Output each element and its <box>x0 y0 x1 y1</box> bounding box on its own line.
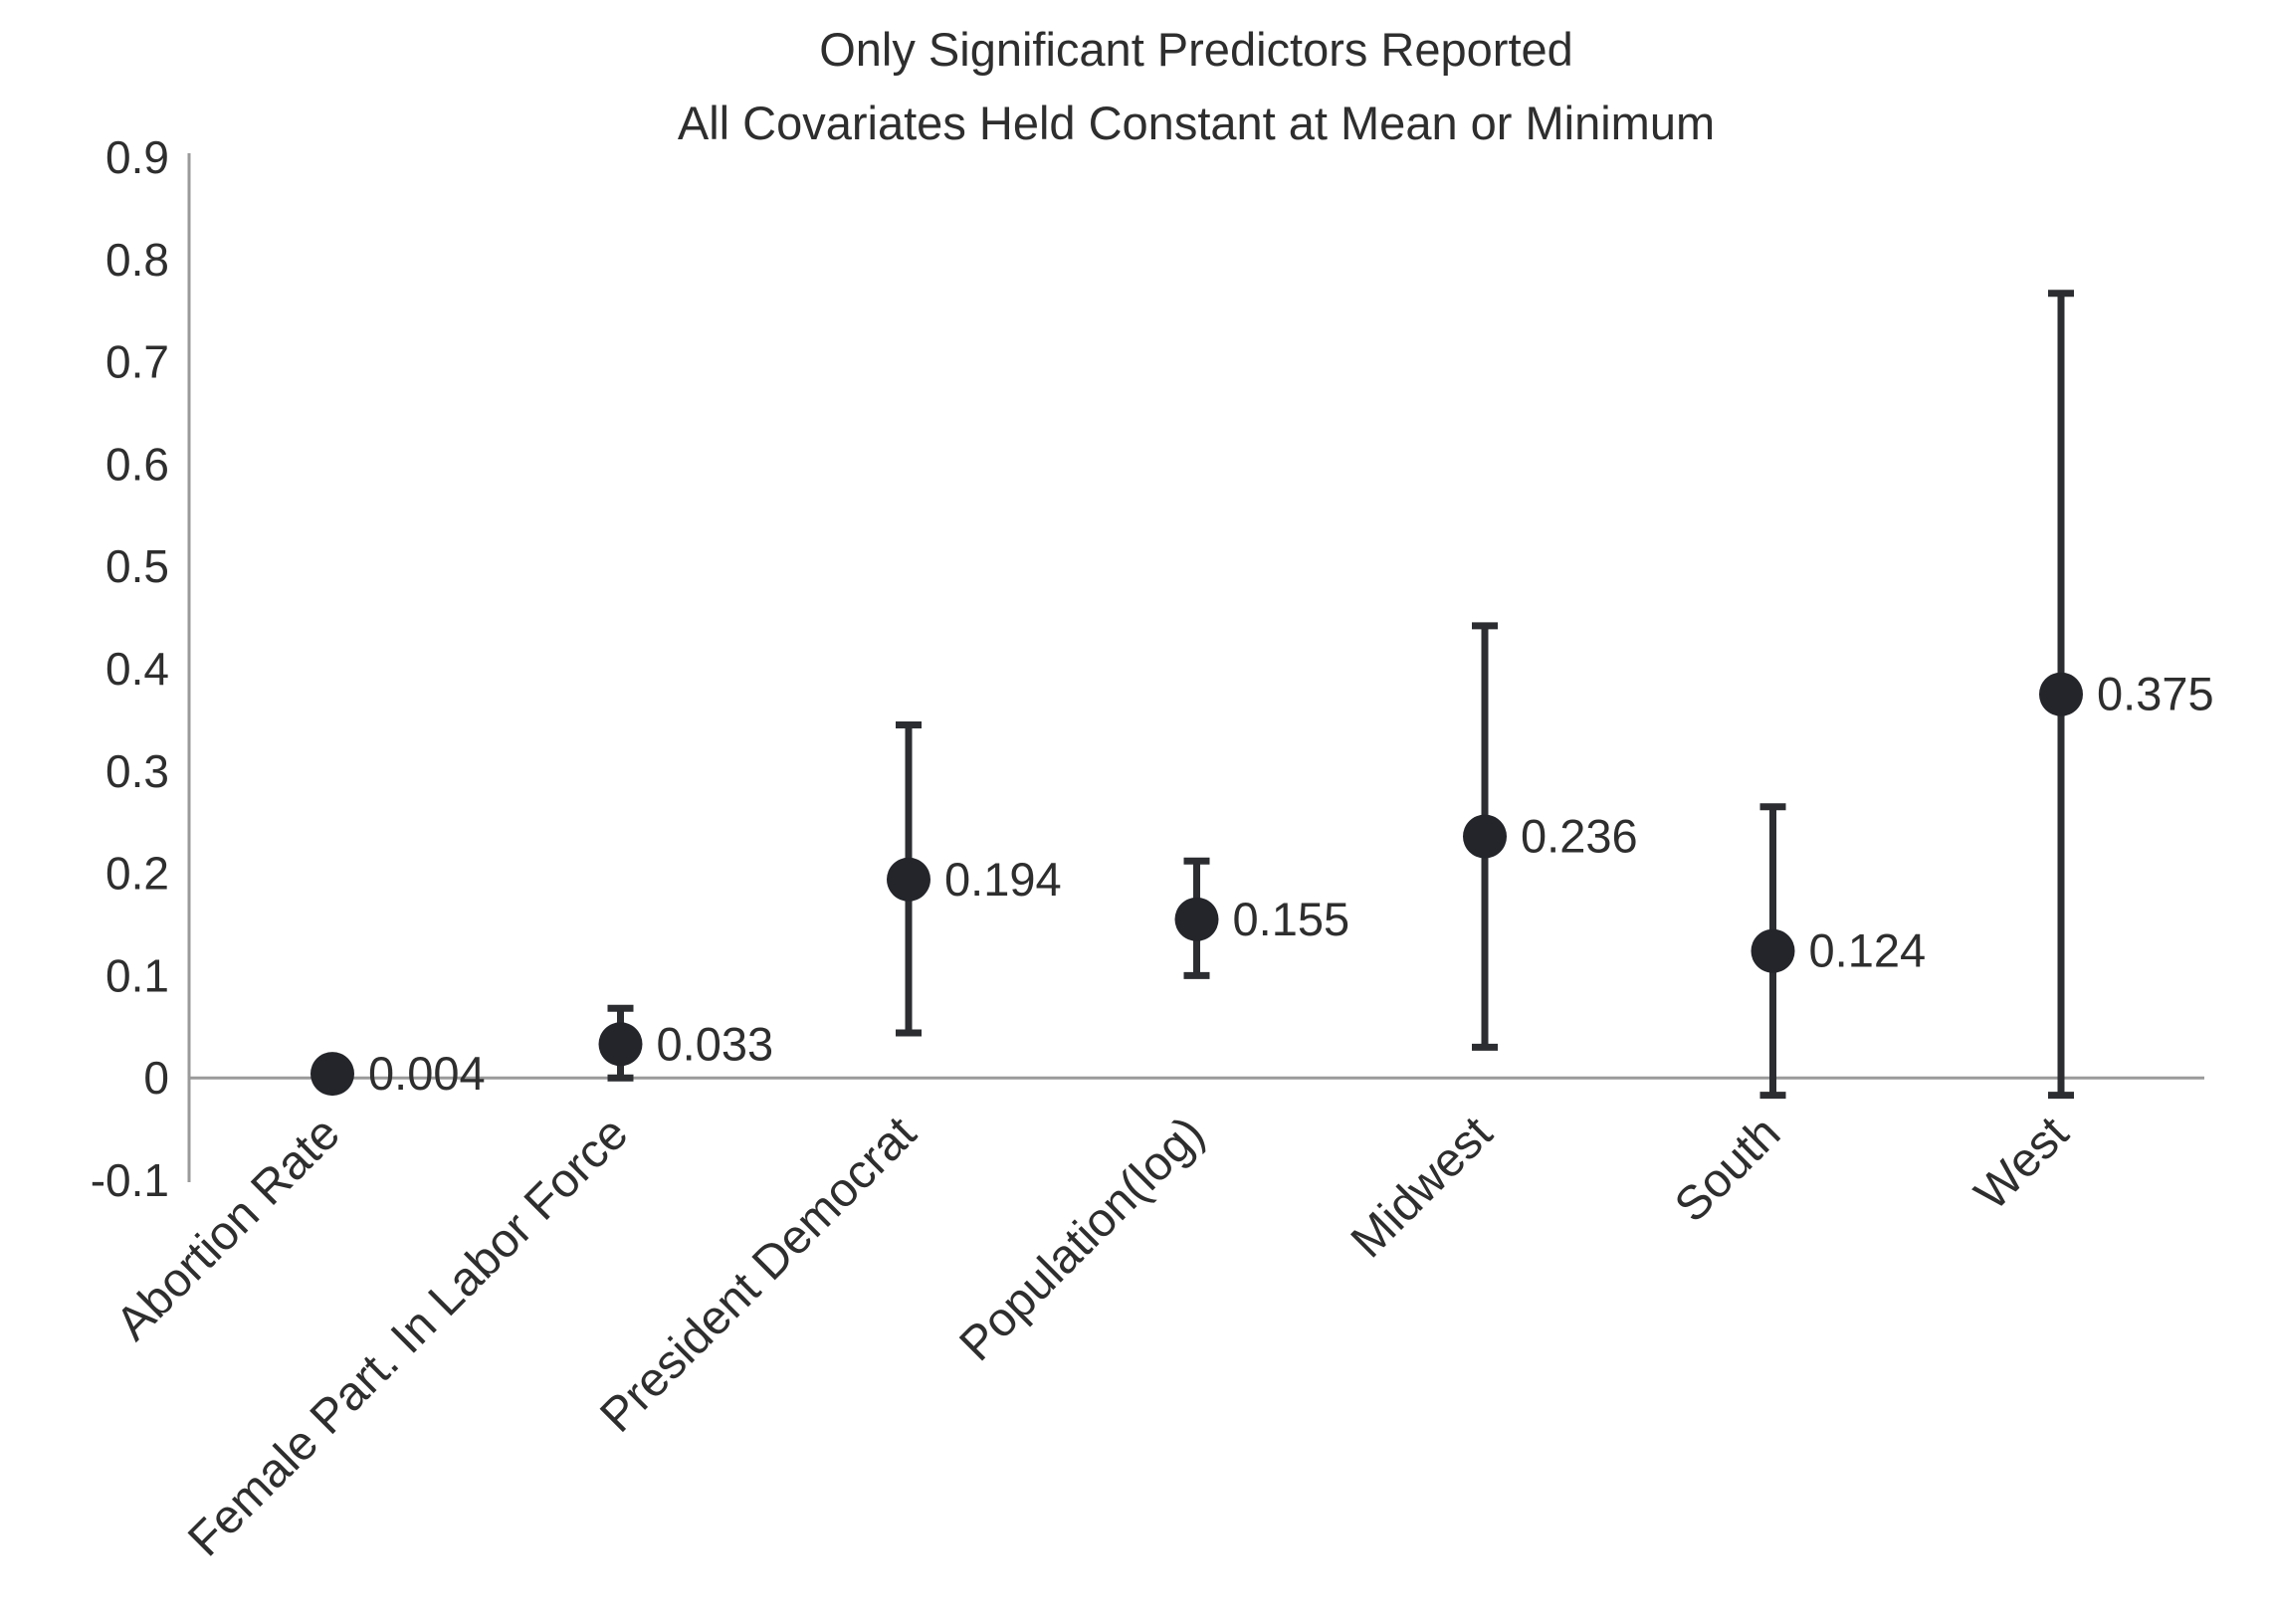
estimate-point <box>2039 672 2083 716</box>
y-tick-label: -0.1 <box>91 1154 169 1206</box>
y-tick-labels: -0.1 0 0.1 0.2 0.3 0.4 0.5 0.6 0.7 0.8 0.9 <box>91 131 169 1206</box>
category-label: West <box>1965 1107 2079 1220</box>
y-tick-label: 0.7 <box>105 336 169 388</box>
y-tick-label: 0.2 <box>105 848 169 900</box>
data-label: 0.124 <box>1809 924 1927 977</box>
y-tick-label: 0.1 <box>105 949 169 1001</box>
y-tick-label: 0.4 <box>105 643 169 695</box>
category-label: South <box>1665 1107 1790 1232</box>
data-label: 0.194 <box>944 853 1062 906</box>
y-tick-label: 0.3 <box>105 745 169 797</box>
y-tick-label: 0.5 <box>105 540 169 592</box>
estimate-point <box>1174 897 1219 941</box>
estimate-point <box>310 1052 354 1097</box>
estimate-series: 0.004 0.033 0.194 0.155 0.236 0.124 0.375 <box>310 290 2214 1100</box>
data-label: 0.236 <box>1521 810 1638 863</box>
y-tick-label: 0 <box>143 1052 169 1104</box>
estimate-point <box>1751 928 1795 973</box>
category-label: Midwest <box>1342 1107 1503 1268</box>
estimate-point <box>1463 814 1507 859</box>
y-tick-label: 0.8 <box>105 234 169 286</box>
estimate-point <box>598 1022 643 1067</box>
y-tick-label: 0.9 <box>105 131 169 183</box>
category-label: Population(log) <box>949 1107 1214 1371</box>
estimate-point <box>887 857 930 902</box>
chart-title: Only Significant Predictors Reported <box>819 23 1573 76</box>
data-label: 0.375 <box>2097 668 2214 720</box>
data-label: 0.033 <box>657 1017 774 1070</box>
data-label: 0.155 <box>1233 893 1350 945</box>
category-label: Abortion Rate <box>106 1107 350 1350</box>
category-label: President Democrat <box>590 1107 926 1442</box>
y-tick-label: 0.6 <box>105 438 169 490</box>
data-label: 0.004 <box>368 1047 486 1100</box>
chart-title-group: Only Significant Predictors Reported All… <box>678 23 1715 149</box>
chart-subtitle: All Covariates Held Constant at Mean or … <box>678 97 1715 149</box>
